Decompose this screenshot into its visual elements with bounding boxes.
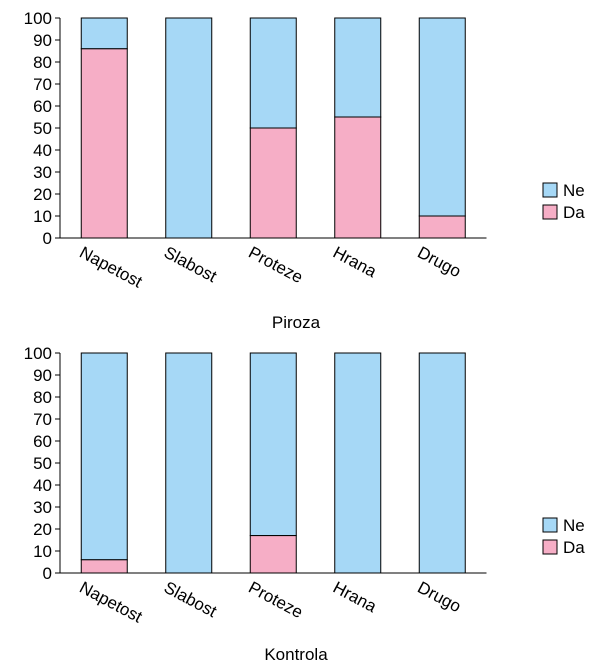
bar-ne-hrana [334,17,382,118]
x-tick-label-slabost: Slabost [161,578,220,622]
legend-label-da: Da [563,203,585,222]
legend-label-ne: Ne [563,181,585,200]
y-tick-label: 100 [24,344,52,363]
bar-da-proteze [249,127,297,239]
y-tick-label: 10 [33,207,52,226]
legend: Ne Da [542,181,585,222]
x-tick-label-hrana: Hrana [330,243,380,282]
y-tick-label: 0 [43,229,52,248]
legend-swatch-ne [542,517,558,533]
y-tick-label: 80 [33,388,52,407]
y-tick-label: 90 [33,31,52,50]
bar-ne-napetost [80,17,128,50]
bar-ne-proteze [249,17,297,129]
bar-ne-drugo [418,352,466,574]
bar-ne-drugo [418,17,466,217]
y-tick-label: 40 [33,476,52,495]
legend: Ne Da [542,516,585,557]
bar-ne-proteze [249,352,297,537]
x-tick-label-hrana: Hrana [330,578,380,617]
bar-da-napetost [80,559,128,574]
legend-swatch-ne [542,182,558,198]
y-tick-label: 80 [33,53,52,72]
chart-kontrola: 0 10 20 30 40 50 60 70 80 90 100 Napetost Slabost Pro… [24,344,586,663]
bar-da-drugo [418,215,466,239]
x-tick-label-drugo: Drugo [414,243,464,282]
y-tick-label: 60 [33,432,52,451]
y-tick-label: 70 [33,410,52,429]
y-tick-label: 50 [33,454,52,473]
bar-ne-napetost [80,352,128,561]
bar-da-hrana [334,116,382,239]
y-tick-label: 0 [43,564,52,583]
bar-da-napetost [80,48,128,239]
legend-swatch-da [542,204,558,220]
x-tick-label-proteze: Proteze [245,243,306,287]
x-axis-label: Kontrola [264,645,328,663]
x-tick-label-napetost: Napetost [76,243,145,292]
chart-piroza: 0 10 20 30 40 50 60 70 80 90 100 Napetost Slabost Pro… [24,9,586,332]
y-tick-label: 50 [33,119,52,138]
y-tick-label: 40 [33,141,52,160]
x-tick-label-proteze: Proteze [245,578,306,622]
y-tick-label: 90 [33,366,52,385]
legend-label-ne: Ne [563,516,585,535]
y-tick-label: 30 [33,498,52,517]
x-axis-label: Piroza [272,313,321,332]
y-tick-label: 20 [33,520,52,539]
x-tick-label-drugo: Drugo [414,578,464,617]
y-tick-label: 70 [33,75,52,94]
x-tick-label-slabost: Slabost [161,243,220,287]
legend-swatch-da [542,539,558,555]
y-tick-label: 10 [33,542,52,561]
legend-label-da: Da [563,538,585,557]
y-tick-label: 20 [33,185,52,204]
bar-ne-hrana [334,352,382,574]
bar-da-proteze [249,535,297,574]
x-tick-label-napetost: Napetost [76,578,145,627]
y-tick-label: 60 [33,97,52,116]
bar-ne-slabost [165,352,213,574]
y-tick-label: 30 [33,163,52,182]
bar-ne-slabost [165,17,213,239]
y-tick-label: 100 [24,9,52,28]
